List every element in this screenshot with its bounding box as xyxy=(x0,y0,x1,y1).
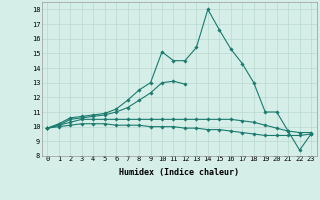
X-axis label: Humidex (Indice chaleur): Humidex (Indice chaleur) xyxy=(119,168,239,177)
